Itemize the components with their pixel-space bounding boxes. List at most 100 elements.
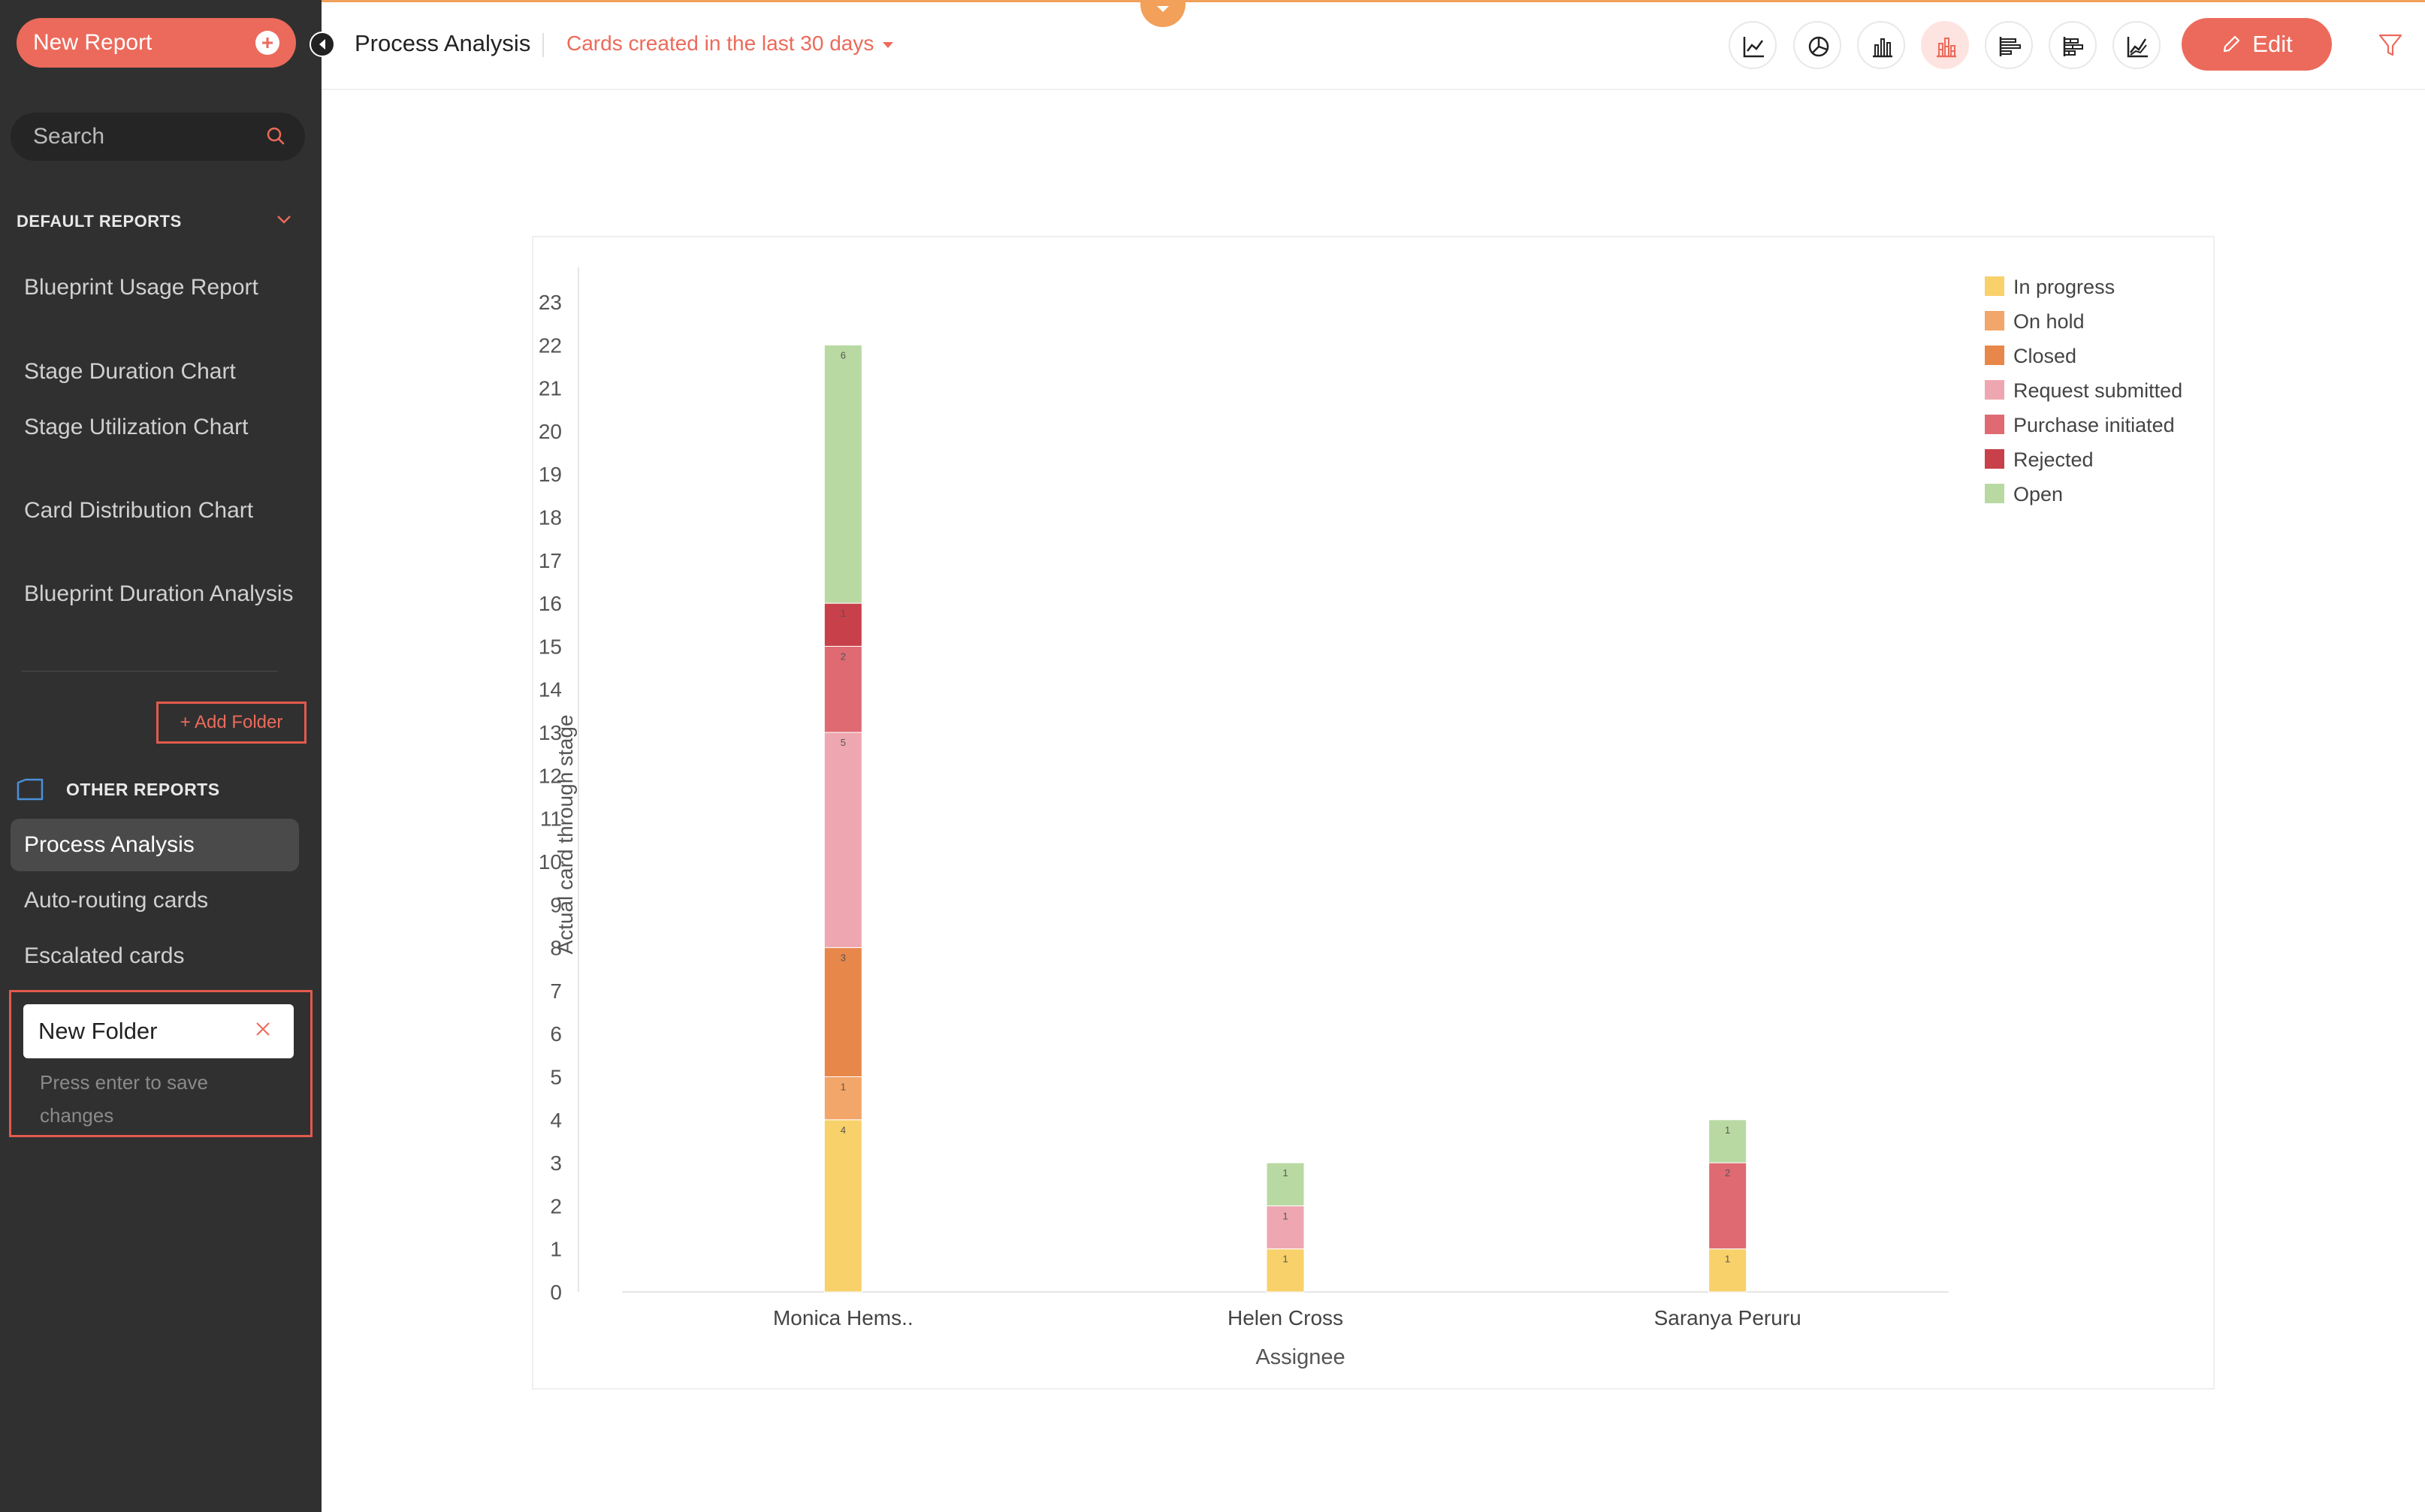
sidebar-item-blueprint-usage-report[interactable]: Blueprint Usage Report — [24, 275, 258, 300]
bar-data-label: 5 — [841, 737, 846, 748]
bar-segment — [1708, 1248, 1747, 1293]
y-tick-label: 22 — [539, 333, 562, 357]
x-tick-label: Monica Hems.. — [773, 1306, 914, 1329]
legend-label: Purchase initiated — [2013, 414, 2175, 436]
y-tick-label: 1 — [550, 1238, 562, 1261]
new-folder-hint: Press enter to save changes — [40, 1071, 208, 1127]
y-tick-label: 2 — [550, 1194, 562, 1218]
date-filter-dropdown[interactable]: Cards created in the last 30 days — [566, 32, 894, 56]
sidebar-item-card-distribution-chart[interactable]: Card Distribution Chart — [24, 498, 254, 523]
sidebar-item-auto-routing-cards[interactable]: Auto-routing cards — [24, 888, 209, 913]
y-tick-label: 7 — [550, 979, 562, 1003]
bar-data-label: 4 — [841, 1124, 846, 1136]
bar-segment — [1708, 1162, 1747, 1250]
edit-label: Edit — [2252, 31, 2293, 57]
stacked-bar-chart: 01234567891011121314151617181920212223Ac… — [539, 267, 2182, 1369]
y-tick-label: 10 — [539, 850, 562, 874]
sidebar-item-process-analysis[interactable]: Process Analysis — [11, 819, 299, 871]
edit-button[interactable]: Edit — [2182, 18, 2332, 71]
bar-data-label: 1 — [1282, 1167, 1288, 1179]
title-separator — [542, 33, 544, 57]
stacked-bar-chart-icon — [1937, 38, 1956, 58]
area-chart-icon — [2127, 37, 2148, 58]
stacked-bar-chart-button[interactable] — [1921, 21, 1969, 69]
horizontal-bar-chart-icon — [1999, 37, 2021, 56]
filter-icon[interactable] — [2377, 32, 2404, 59]
new-folder-editor: New Folder Press enter to save changes — [9, 990, 313, 1137]
search-icon[interactable] — [264, 125, 287, 147]
caret-down-icon — [883, 41, 894, 48]
chevron-down-icon[interactable] — [273, 209, 294, 230]
bar-segment — [823, 344, 862, 604]
bar-data-label: 1 — [1282, 1210, 1288, 1221]
bar-data-label: 2 — [841, 650, 846, 662]
search-input[interactable]: Search — [11, 113, 305, 161]
new-report-button[interactable]: New Report + — [17, 18, 296, 68]
bar-segment — [823, 947, 862, 1077]
horizontal-stacked-bar-chart-button[interactable] — [2049, 21, 2097, 69]
bar-data-label: 1 — [841, 1081, 846, 1092]
legend-label: In progress — [2013, 276, 2115, 298]
legend-swatch — [1985, 346, 2004, 365]
legend-label: Closed — [2013, 345, 2076, 367]
pencil-icon — [2224, 35, 2240, 53]
bar-segment — [1266, 1205, 1305, 1250]
search-placeholder: Search — [33, 124, 105, 149]
y-tick-label: 23 — [539, 291, 562, 314]
bar-segment — [1708, 1119, 1747, 1163]
pie-chart-icon — [1808, 36, 1829, 57]
area-chart-button[interactable] — [2112, 21, 2161, 69]
pie-chart-button[interactable] — [1793, 21, 1841, 69]
y-tick-label: 16 — [539, 592, 562, 615]
legend-swatch — [1985, 276, 2004, 296]
y-tick-label: 21 — [539, 377, 562, 400]
folder-icon — [17, 778, 44, 801]
bar-chart-icon — [1873, 38, 1892, 58]
x-tick-label: Helen Cross — [1228, 1306, 1343, 1329]
other-reports-header[interactable]: OTHER REPORTS — [17, 778, 302, 801]
x-axis-label: Assignee — [1255, 1345, 1345, 1369]
other-reports-title: OTHER REPORTS — [66, 780, 220, 799]
y-tick-label: 0 — [550, 1281, 562, 1304]
legend-swatch — [1985, 311, 2004, 330]
sidebar-item-escalated-cards[interactable]: Escalated cards — [24, 943, 185, 968]
y-tick-label: 19 — [539, 463, 562, 486]
bar-data-label: 3 — [841, 952, 846, 964]
legend-swatch — [1985, 484, 2004, 503]
y-axis-label: Actual card through stage — [554, 714, 577, 954]
collapse-sidebar-button[interactable] — [310, 32, 335, 57]
y-tick-label: 9 — [550, 893, 562, 916]
sidebar-item-blueprint-duration-analysis[interactable]: Blueprint Duration Analysis — [24, 581, 294, 606]
horizontal-bar-chart-button[interactable] — [1985, 21, 2033, 69]
legend-label: Rejected — [2013, 448, 2094, 471]
y-tick-label: 18 — [539, 506, 562, 530]
y-tick-label: 3 — [550, 1151, 562, 1175]
chevron-left-icon — [319, 39, 325, 50]
line-chart-icon — [1743, 37, 1764, 58]
sidebar: New Report + Search DEFAULT REPORTS Blue… — [0, 0, 322, 1512]
bar-segment — [823, 732, 862, 949]
close-icon[interactable] — [255, 1021, 271, 1037]
legend-swatch — [1985, 380, 2004, 400]
new-folder-name-input[interactable]: New Folder — [23, 1004, 294, 1058]
page-title: Process Analysis — [355, 30, 531, 56]
sidebar-item-stage-duration-chart[interactable]: Stage Duration Chart — [24, 359, 236, 384]
date-filter-label: Cards created in the last 30 days — [566, 32, 874, 55]
bar-chart-button[interactable] — [1857, 21, 1905, 69]
chart-card: 0 1 2 3 4 5 6 7 8 9 10 11 12 13 14 15 16 17 18 19 20 21 22 23 Ac… — [532, 236, 2215, 1390]
bar-segment — [1266, 1162, 1305, 1206]
bar-segment — [823, 1076, 862, 1121]
y-tick-label: 11 — [540, 807, 562, 831]
x-tick-label: Saranya Peruru — [1654, 1306, 1801, 1329]
bar-data-label: 2 — [1725, 1167, 1730, 1179]
add-folder-button[interactable]: + Add Folder — [156, 702, 307, 744]
legend-swatch — [1985, 415, 2004, 434]
new-report-label: New Report — [33, 30, 153, 55]
default-reports-header[interactable]: DEFAULT REPORTS — [17, 212, 294, 231]
y-tick-label: 5 — [550, 1065, 562, 1088]
y-tick-label: 17 — [539, 549, 562, 572]
legend-swatch — [1985, 449, 2004, 469]
line-chart-button[interactable] — [1729, 21, 1777, 69]
sidebar-item-stage-utilization-chart[interactable]: Stage Utilization Chart — [24, 415, 249, 439]
legend-label: Open — [2013, 483, 2063, 506]
